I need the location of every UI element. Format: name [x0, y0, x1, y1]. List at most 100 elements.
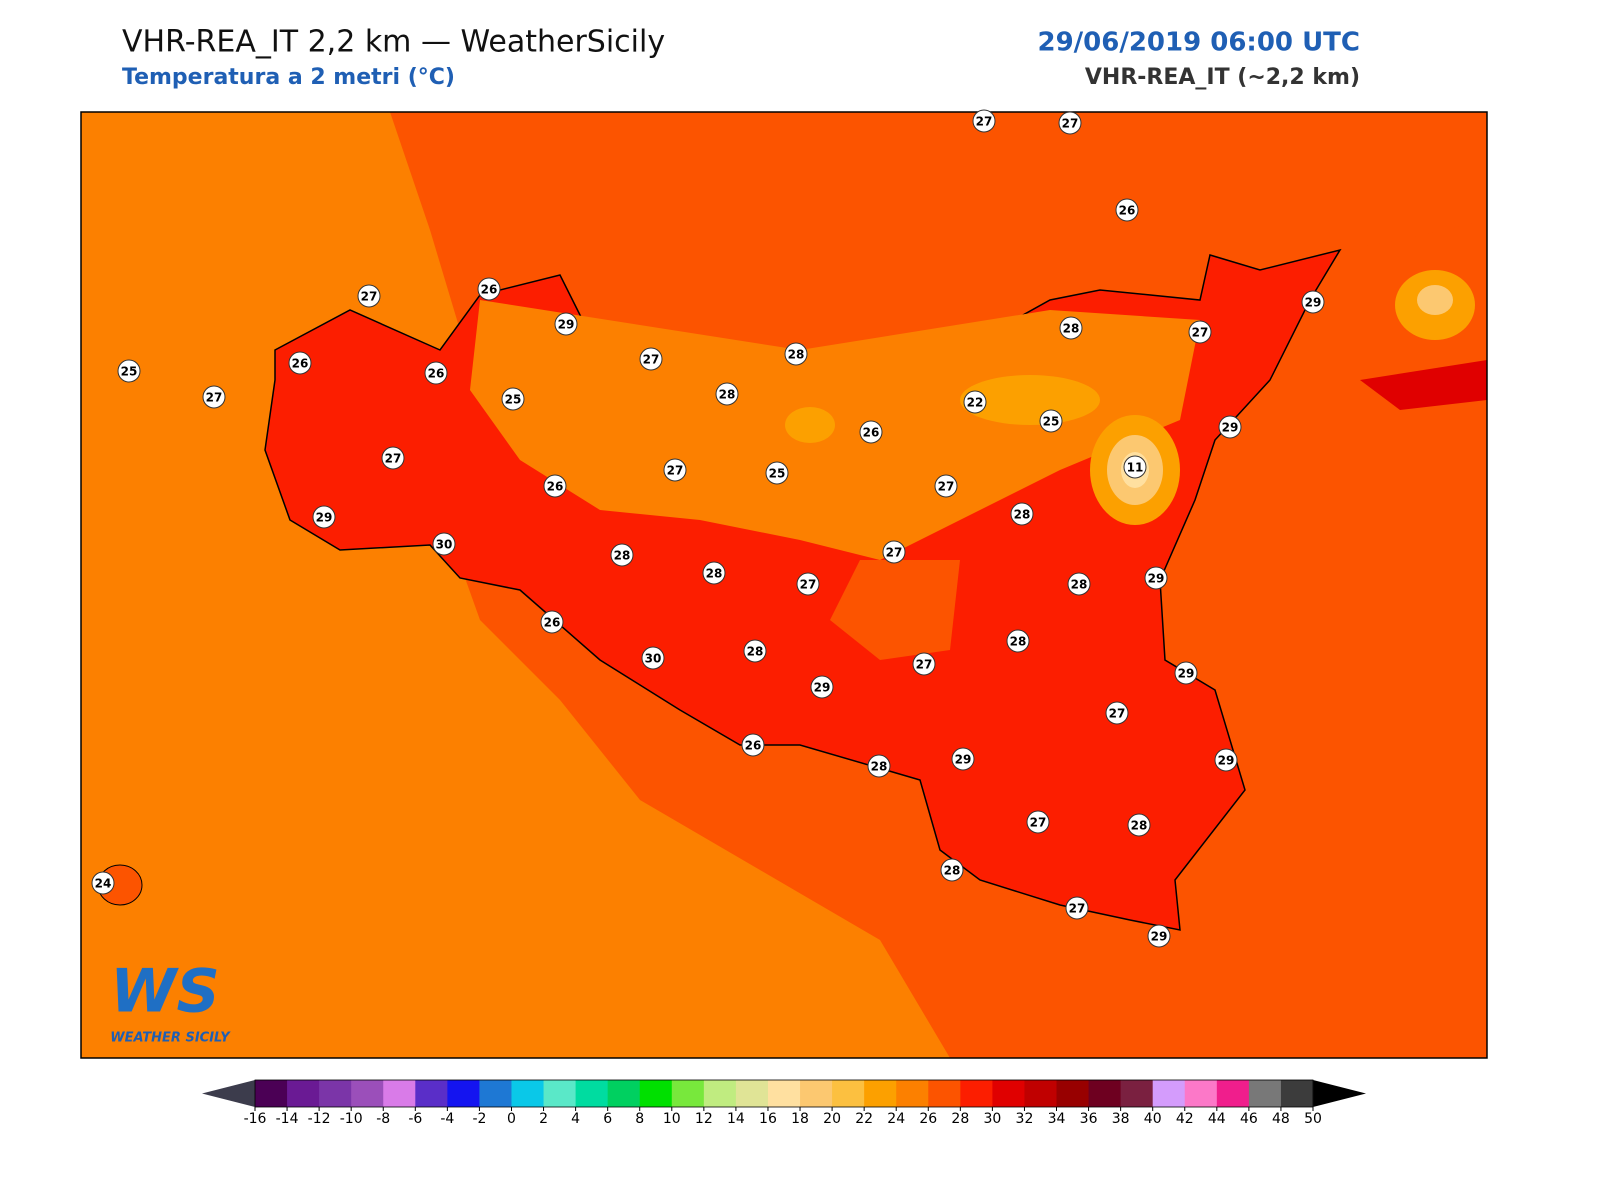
station-marker — [1144, 566, 1168, 590]
station-marker — [1058, 111, 1082, 135]
station-value: 27 — [976, 115, 993, 129]
colorbar-segment — [255, 1080, 288, 1107]
colorbar-label: 8 — [635, 1111, 644, 1127]
station-value: 25 — [121, 365, 138, 379]
colorbar-segment — [1024, 1080, 1058, 1107]
station-value: 25 — [1043, 415, 1060, 429]
station-marker — [972, 109, 996, 133]
subtitle: Temperatura a 2 metri (°C) — [122, 65, 455, 90]
colorbar-frame — [254, 1079, 1314, 1108]
station-marker — [91, 871, 115, 895]
station-marker — [951, 747, 975, 771]
station-value: 27 — [667, 464, 684, 478]
colorbar-segment — [960, 1080, 993, 1107]
station-value: 28 — [614, 549, 631, 563]
colorbar-label: 28 — [951, 1111, 969, 1127]
station-marker — [1115, 198, 1139, 222]
colorbar-label: 2 — [539, 1111, 548, 1127]
colorbar-label: -14 — [276, 1111, 299, 1127]
station-marker — [663, 458, 687, 482]
station-marker — [765, 461, 789, 485]
colorbar-segment — [1248, 1080, 1282, 1107]
station-marker — [1301, 290, 1325, 314]
station-marker — [1059, 316, 1083, 340]
station-value: 28 — [1071, 578, 1088, 592]
colorbar-segment — [351, 1080, 384, 1107]
title: VHR-REA_IT 2,2 km — WeatherSicily — [122, 25, 665, 60]
station-value: 22 — [967, 396, 984, 410]
field-zone — [830, 560, 960, 660]
colorbar-label: 12 — [695, 1111, 713, 1127]
map: WS WEATHER SICILY — [80, 111, 1488, 1059]
colorbar-label: 4 — [571, 1111, 580, 1127]
colorbar-segment — [992, 1080, 1025, 1107]
field-zone — [1360, 360, 1487, 410]
station-value: 27 — [385, 452, 402, 466]
station-marker — [1123, 455, 1147, 479]
station-marker — [912, 652, 936, 676]
colorbar-segment — [928, 1080, 961, 1107]
station-marker — [641, 646, 665, 670]
colorbar-label: -2 — [472, 1111, 486, 1127]
colorbar-segment — [1056, 1080, 1090, 1107]
map-frame — [80, 111, 1488, 1059]
station-value: 27 — [1109, 707, 1126, 721]
colorbar-segment — [671, 1080, 705, 1107]
station-marker — [859, 420, 883, 444]
station-marker — [963, 390, 987, 414]
colorbar: -16 -14 -12 -10 -8 -6 -4 -2 0 2 4 6 8 10 12 14 16 18 20 22 2… — [202, 1079, 1366, 1127]
station-value: 29 — [1218, 754, 1235, 768]
colorbar-segment — [479, 1080, 512, 1107]
colorbar-segment — [703, 1080, 737, 1107]
station-value: 26 — [544, 616, 561, 630]
colorbar-over — [1313, 1080, 1366, 1107]
colorbar-segment — [543, 1080, 577, 1107]
station-value: 26 — [481, 283, 498, 297]
colorbar-segment — [864, 1080, 897, 1107]
field-zone — [785, 407, 835, 443]
colorbar-label: 24 — [887, 1111, 905, 1127]
colorbar-label: 40 — [1144, 1111, 1162, 1127]
station-value: 29 — [955, 753, 972, 767]
colorbar-label: -12 — [308, 1111, 331, 1127]
station-marker — [202, 385, 226, 409]
colorbar-label: 18 — [791, 1111, 809, 1127]
station-value: 27 — [886, 546, 903, 560]
station-value: 26 — [428, 367, 445, 381]
stations: 27 27 26 27 26 29 25 26 27 26 25 27 28 28 28 27 29 22 25 26… — [91, 109, 1325, 948]
colorbar-label: 14 — [727, 1111, 745, 1127]
station-value: 28 — [719, 388, 736, 402]
colorbar-segment — [1280, 1080, 1314, 1107]
station-marker — [810, 675, 834, 699]
colorbar-label: 0 — [507, 1111, 516, 1127]
station-value: 29 — [814, 681, 831, 695]
colorbar-segment — [287, 1080, 320, 1107]
colorbar-under — [202, 1080, 255, 1107]
colorbar-segment — [1184, 1080, 1218, 1107]
colorbar-label: 20 — [823, 1111, 841, 1127]
station-value: 28 — [747, 645, 764, 659]
field-zone — [1417, 285, 1453, 315]
station-value: 27 — [361, 290, 378, 304]
station-marker — [882, 540, 906, 564]
station-marker — [1105, 701, 1129, 725]
station-marker — [1026, 810, 1050, 834]
station-value: 30 — [645, 652, 662, 666]
station-marker — [639, 347, 663, 371]
station-marker — [741, 733, 765, 757]
colorbar-label: 26 — [919, 1111, 937, 1127]
station-value: 25 — [505, 393, 522, 407]
station-value: 29 — [1222, 421, 1239, 435]
colorbar-label: 48 — [1272, 1111, 1290, 1127]
station-value: 28 — [1131, 819, 1148, 833]
colorbar-segment — [1088, 1080, 1122, 1107]
station-value: 28 — [788, 348, 805, 362]
station-value: 28 — [1063, 322, 1080, 336]
station-value: 11 — [1127, 461, 1144, 475]
station-value: 29 — [1305, 296, 1322, 310]
station-value: 27 — [206, 391, 223, 405]
station-marker — [1218, 415, 1242, 439]
station-marker — [1127, 813, 1151, 837]
station-marker — [501, 387, 525, 411]
colorbar-label: 34 — [1048, 1111, 1066, 1127]
